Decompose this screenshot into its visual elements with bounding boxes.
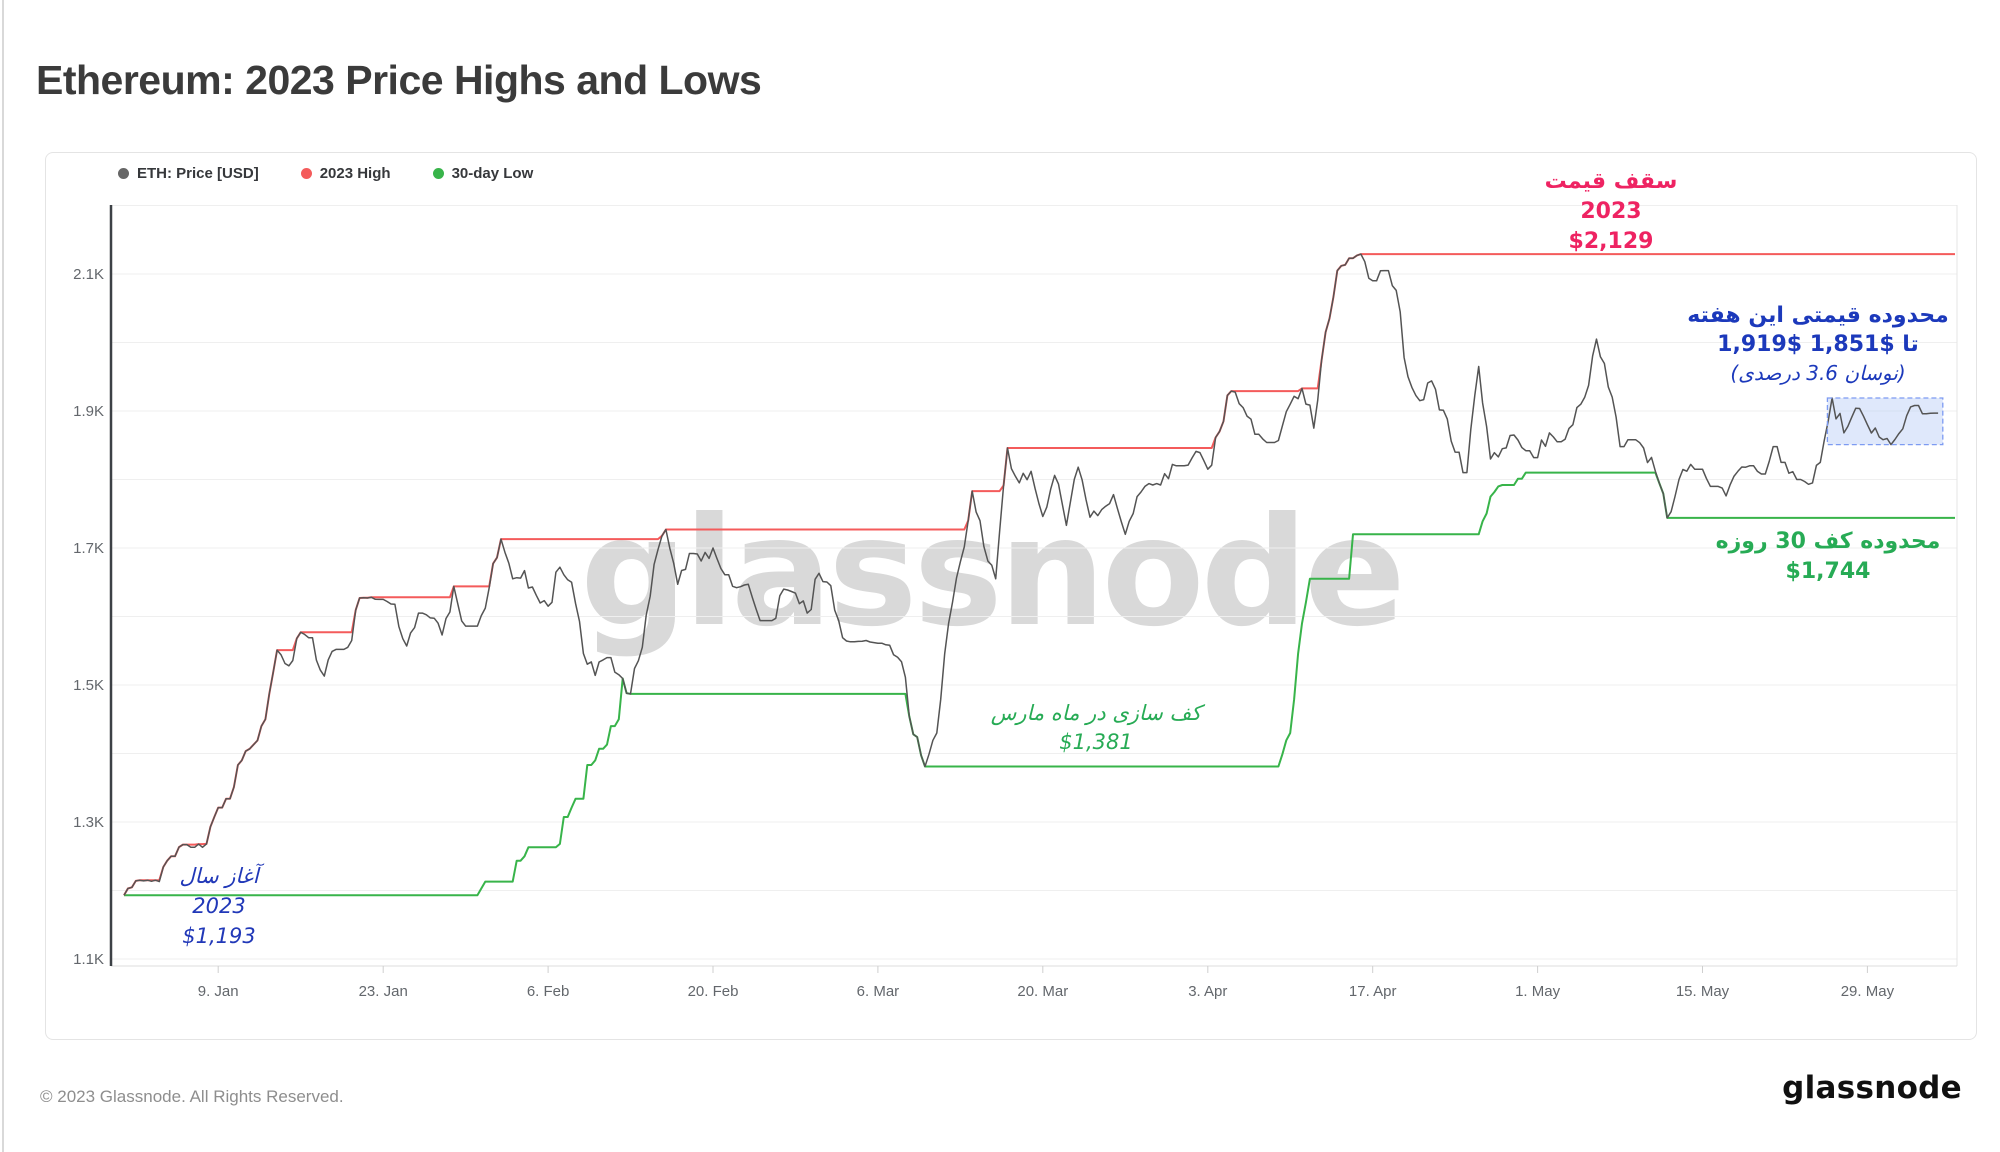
x-axis-tick-label: 15. May xyxy=(1676,983,1730,1000)
annotation-30day-low: محدوده کف 30 روزه $1,744 xyxy=(1678,527,1978,587)
x-axis-tick-label: 3. Apr xyxy=(1188,983,1227,1000)
annotation-2023-high: سقف قیمت 2023 $2,129 xyxy=(1471,167,1751,257)
weekly-range-highlight xyxy=(1827,398,1943,445)
x-axis-tick-label: 17. Apr xyxy=(1349,983,1397,1000)
x-axis-tick-label: 20. Feb xyxy=(688,983,739,1000)
annotation-march-floor: کف سازی در ماه مارس $1,381 xyxy=(946,699,1246,757)
annotation-text: آغاز سال xyxy=(179,864,259,888)
annotation-text: محدوده کف 30 روزه xyxy=(1715,529,1941,554)
legend-item-2023-high[interactable]: 2023 High xyxy=(300,165,391,182)
page-title: Ethereum: 2023 Price Highs and Lows xyxy=(36,57,762,104)
legend-item-30day-low[interactable]: 30-day Low xyxy=(432,165,534,182)
annotation-weekly-range: محدوده قیمتی این هفته 1,919$ تا $1,851 (… xyxy=(1648,301,1988,388)
price-series-dot-icon xyxy=(118,168,129,179)
chart-legend: ETH: Price [USD] 2023 High 30-day Low xyxy=(118,165,533,182)
annotation-value: $2,129 xyxy=(1568,229,1654,254)
glassnode-watermark: glassnode xyxy=(580,486,1406,660)
annotation-value: $1,193 xyxy=(182,924,256,948)
annotation-text: 2023 xyxy=(1580,199,1642,224)
x-axis-tick-label: 20. Mar xyxy=(1017,983,1068,1000)
annotation-text: کف سازی در ماه مارس xyxy=(990,701,1202,725)
x-axis-tick-label: 1. May xyxy=(1515,983,1561,1000)
legend-item-eth-price[interactable]: ETH: Price [USD] xyxy=(118,165,259,182)
window-left-edge xyxy=(2,0,4,1152)
x-axis-tick-label: 23. Jan xyxy=(359,983,408,1000)
glassnode-logo: glassnode xyxy=(1782,1070,1962,1106)
low-series-dot-icon xyxy=(432,168,444,179)
high-series-dot-icon xyxy=(300,168,312,179)
annotation-value: 1,919$ تا $1,851 xyxy=(1717,332,1919,357)
y-axis-tick-label: 1.7K xyxy=(73,540,104,557)
x-axis-tick-label: 6. Mar xyxy=(857,983,900,1000)
annotation-text: سقف قیمت xyxy=(1544,169,1678,194)
chart-card: glassnode 2.1K 1.9K 1.7K 1.5K 1.3K 1.1K 9. Jan… xyxy=(45,152,1977,1040)
y-axis-tick-label: 1.3K xyxy=(73,814,104,831)
series-eth-price-line xyxy=(123,253,1939,896)
legend-label: 2023 High xyxy=(319,165,391,182)
y-axis-tick-label: 1.1K xyxy=(73,951,104,968)
copyright-text: © 2023 Glassnode. All Rights Reserved. xyxy=(40,1087,344,1106)
annotation-text: محدوده قیمتی این هفته xyxy=(1687,303,1949,328)
y-axis-tick-label: 1.9K xyxy=(73,403,104,420)
weekly-range-box xyxy=(1826,397,1944,446)
x-axis-tick-label: 9. Jan xyxy=(198,983,239,1000)
y-axis-tick-label: 2.1K xyxy=(73,266,104,283)
x-axis-tick-label: 29. May xyxy=(1841,983,1895,1000)
legend-label: 30-day Low xyxy=(451,165,534,182)
price-chart: 2.1K 1.9K 1.7K 1.5K 1.3K 1.1K 9. Jan 23. Jan 6. … xyxy=(73,205,1958,1000)
annotation-value: $1,381 xyxy=(1059,730,1133,754)
x-axis-tick-label: 6. Feb xyxy=(527,983,570,1000)
annotation-value: $1,744 xyxy=(1785,559,1871,584)
legend-label: ETH: Price [USD] xyxy=(137,165,259,182)
annotation-year-start: آغاز سال 2023 $1,193 xyxy=(119,861,319,951)
series-30day-low-line xyxy=(124,471,1955,897)
annotation-text: (نوسان 3.6 درصدی) xyxy=(1730,361,1906,385)
annotation-text: 2023 xyxy=(192,894,246,918)
y-axis-tick-label: 1.5K xyxy=(73,677,104,694)
series-2023-high-line xyxy=(123,253,1955,896)
